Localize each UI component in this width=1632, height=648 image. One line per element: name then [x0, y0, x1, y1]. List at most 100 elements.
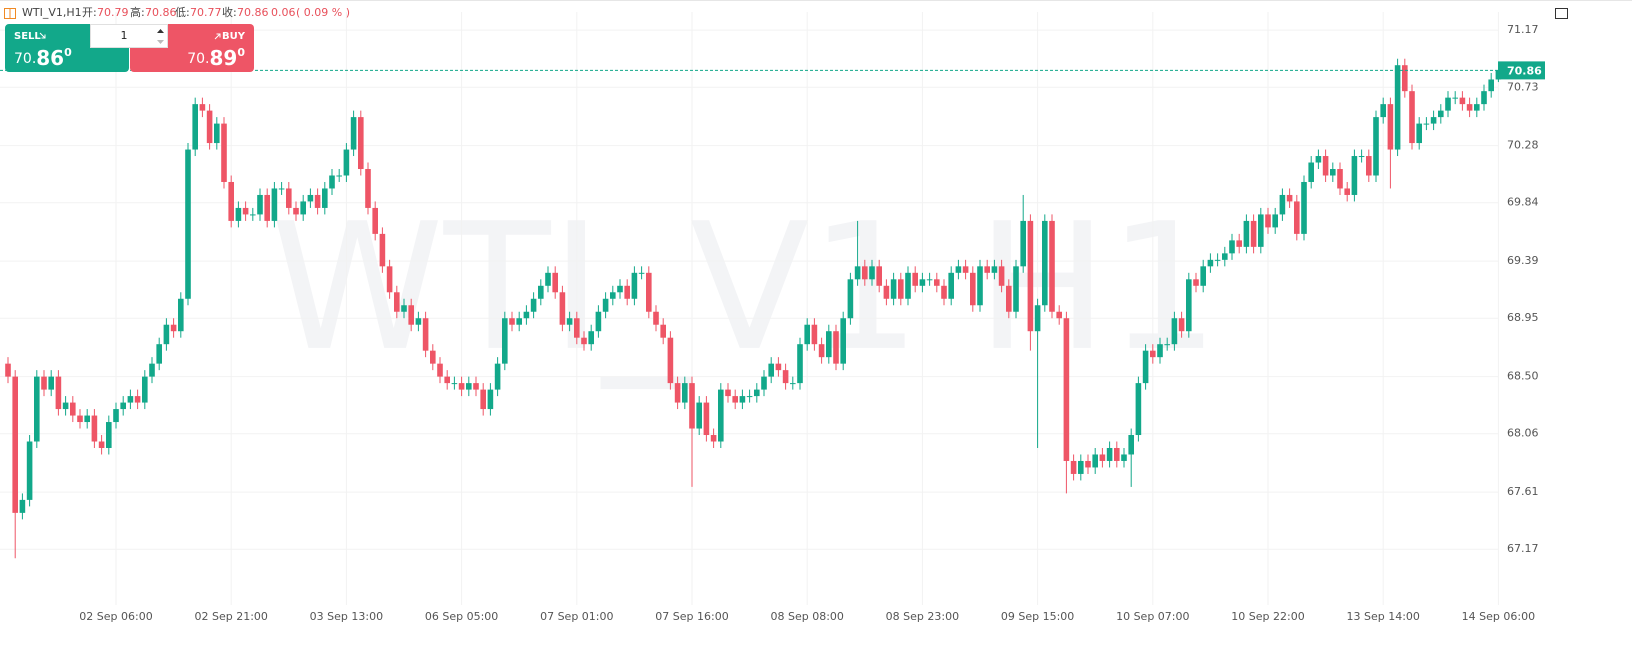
candle-body [142, 376, 148, 403]
candle-body [502, 318, 508, 364]
close-value: 70.86 [237, 6, 269, 19]
symbol: WTI_V1,H1 [22, 6, 82, 19]
candle-body [62, 402, 69, 410]
candle-body [833, 331, 839, 364]
candle-body [602, 298, 609, 312]
candle-body [898, 279, 904, 299]
y-tick-label: 70.28 [1507, 139, 1539, 152]
candle-body [5, 363, 11, 377]
candle-body [386, 266, 393, 293]
y-tick-label: 67.17 [1507, 542, 1539, 555]
buy-price-main: 70. [187, 51, 209, 67]
x-tick-label: 08 Sep 23:00 [886, 610, 959, 623]
candle-body [1135, 383, 1142, 436]
candle-body [1243, 220, 1250, 247]
candle-body [1258, 214, 1264, 247]
last-price-box [1498, 61, 1545, 80]
candle-body [509, 318, 515, 325]
candle-body [1157, 344, 1163, 358]
candle-body [257, 194, 263, 215]
candle-body [1481, 91, 1487, 105]
candle-body [1459, 97, 1466, 105]
candle-body [156, 344, 162, 364]
candle-body [804, 324, 810, 345]
y-tick-label: 68.95 [1507, 311, 1539, 324]
candle-body [1301, 181, 1307, 234]
candle-body [91, 415, 98, 442]
candle-body [34, 376, 40, 442]
y-tick-label: 70.73 [1507, 80, 1539, 93]
candle-body [624, 285, 630, 299]
candle-body [1013, 266, 1019, 312]
x-tick-label: 02 Sep 06:00 [79, 610, 152, 623]
candle-body [768, 363, 774, 377]
candle-body [178, 298, 184, 332]
candle-body [660, 324, 666, 338]
candle-body [653, 311, 659, 325]
candle-body [1063, 318, 1070, 461]
candle-body [1250, 220, 1257, 247]
candle-body [1409, 91, 1415, 144]
candle-body [962, 266, 969, 273]
candle-body [286, 188, 292, 208]
qty-up[interactable] [157, 29, 164, 33]
candle-body [329, 175, 335, 189]
candle-body [710, 435, 717, 442]
sell-arrow [39, 32, 46, 39]
candle-body [552, 272, 558, 293]
candle-body [314, 194, 321, 208]
candle-body [646, 272, 652, 312]
candle-body [437, 363, 443, 377]
candle-body [991, 266, 998, 273]
x-tick-label: 07 Sep 01:00 [540, 610, 613, 623]
candle-body [1222, 253, 1228, 260]
candle-body [1200, 266, 1206, 286]
buy-label: BUY [222, 31, 246, 42]
candle-body [1085, 460, 1091, 468]
candle-body [1229, 240, 1235, 254]
candle-body [703, 402, 710, 436]
candle-body [638, 272, 645, 274]
x-tick-label: 10 Sep 22:00 [1231, 610, 1304, 623]
candle-body [113, 409, 119, 423]
candle-body [170, 324, 177, 332]
low-label: 低: [175, 6, 190, 19]
candle-body [1445, 97, 1451, 111]
candle-body [26, 441, 33, 500]
quantity-input[interactable] [90, 24, 168, 48]
candle-body [134, 396, 141, 403]
candle-body [1358, 156, 1365, 158]
candle-body [883, 285, 890, 299]
candle-body [1394, 65, 1401, 150]
buy-price: 70.890 [187, 46, 245, 70]
candle-body [739, 396, 746, 403]
candle-body [1330, 169, 1336, 176]
candle-body [667, 337, 674, 384]
candle-body [1373, 117, 1379, 176]
candle-body [1006, 285, 1012, 312]
high-label: 高: [130, 5, 145, 19]
candle-body [1207, 259, 1214, 267]
x-tick-label: 02 Sep 21:00 [194, 610, 267, 623]
candle-body [1214, 259, 1221, 261]
candle-body [926, 279, 933, 281]
qty-down[interactable] [157, 40, 164, 44]
candle-body [1294, 201, 1300, 234]
candle-body [1020, 220, 1026, 267]
candle-body [1466, 104, 1473, 111]
candle-body [595, 311, 602, 332]
candle-body [1315, 156, 1322, 163]
candle-body [98, 441, 105, 448]
y-tick-label: 69.84 [1507, 196, 1539, 209]
watermark: WTI_V1 H1 [271, 187, 1220, 390]
candle-body [955, 266, 962, 273]
candle-body [1114, 447, 1120, 461]
candle-body [1286, 194, 1293, 202]
candle-body [127, 396, 134, 403]
x-tick-label: 03 Sep 13:00 [310, 610, 383, 623]
corner-icon[interactable] [1555, 8, 1568, 19]
y-tick-label: 68.06 [1507, 427, 1539, 440]
change: 0.06 [271, 6, 296, 19]
